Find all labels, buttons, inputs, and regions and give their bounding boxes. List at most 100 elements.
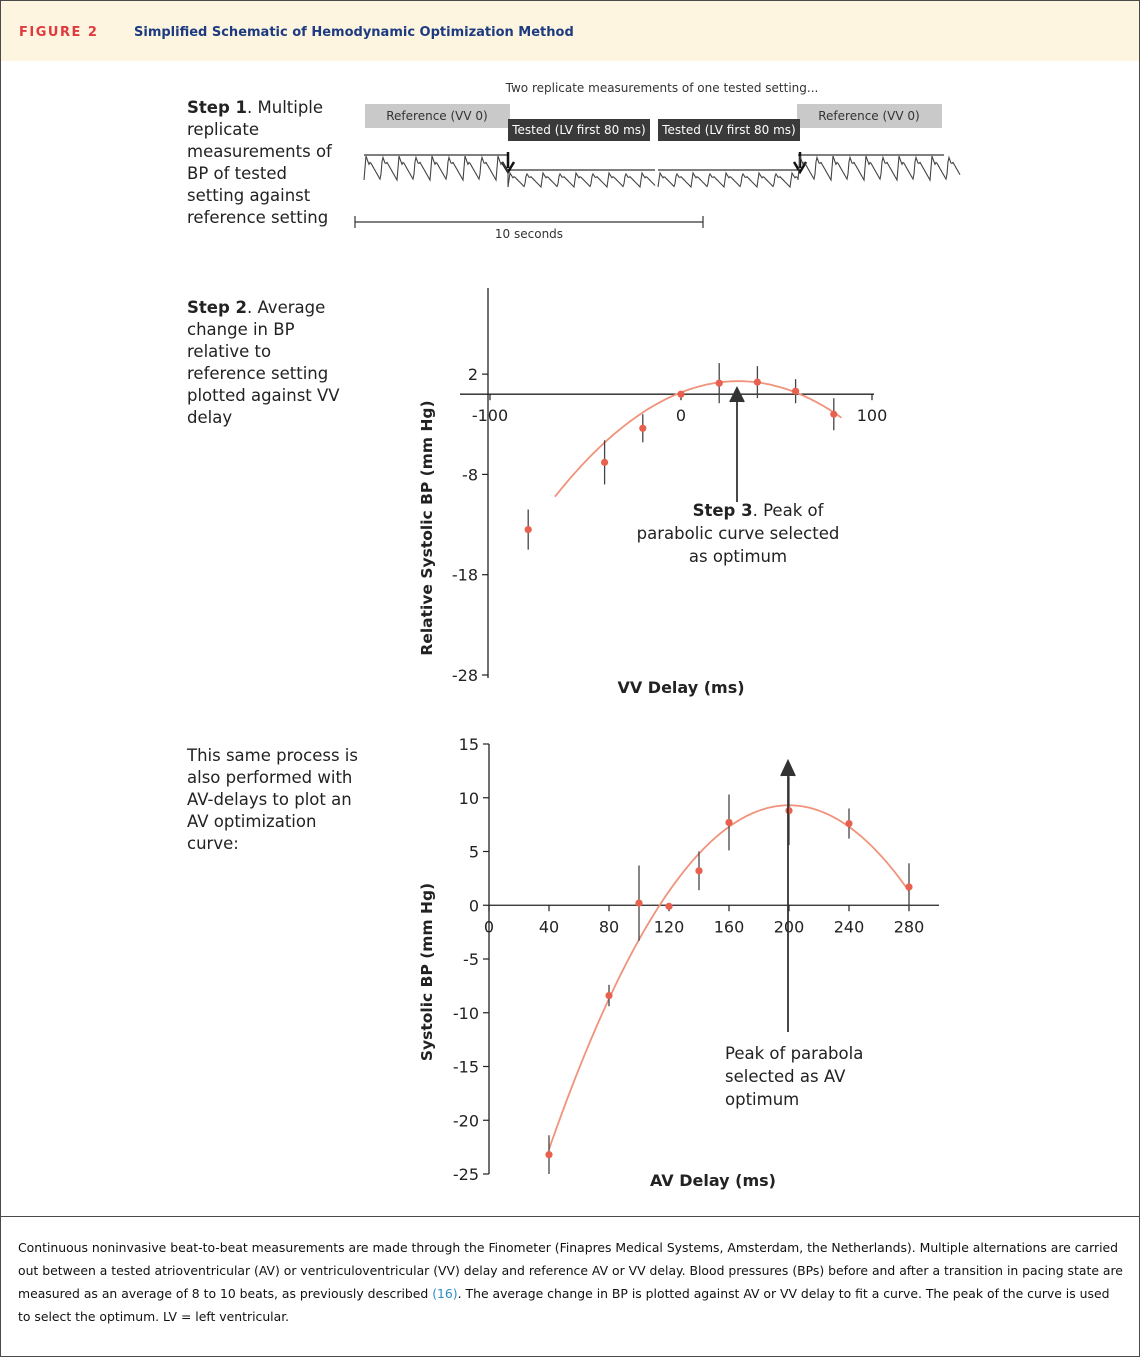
av-peak-note-line-1: Peak of parabola <box>725 1044 863 1063</box>
caption-text-1: Continuous noninvasive beat-to-beat meas… <box>18 1240 1123 1301</box>
step1-line-6: reference setting <box>187 208 329 227</box>
av-process-text: This same process is also performed with… <box>187 745 372 855</box>
bp-trace-line <box>363 155 961 189</box>
av-process-line-1: This same process is <box>187 746 358 765</box>
av-y-tick-label: 5 <box>469 843 479 862</box>
av-y-tick-label: -25 <box>453 1165 479 1184</box>
av-y-tick-label: -15 <box>453 1058 479 1077</box>
vv-y-tick-label: -18 <box>452 566 478 585</box>
av-data-point <box>635 899 643 907</box>
av-data-point <box>545 1151 553 1159</box>
step1-line-3: measurements of <box>187 142 332 161</box>
step2-text: Step 2. Average change in BP relative to… <box>187 297 372 429</box>
av-data-point <box>725 818 733 827</box>
av-tick-labels: 15 10 5 0 -5 -10 -15 -20 -25 0 40 80 120 160 200 240 280 <box>453 735 924 1184</box>
av-x-tick-label: 0 <box>484 917 494 936</box>
av-peak-note-line-2: selected as AV <box>725 1067 846 1086</box>
av-data-points <box>545 776 913 1174</box>
step2-line-3: relative to <box>187 342 272 361</box>
vv-data-point <box>792 387 800 395</box>
vv-data-point <box>715 379 723 387</box>
step1-line-2: replicate <box>187 120 260 139</box>
vv-axes <box>460 288 874 678</box>
av-y-tick-label: 15 <box>459 735 479 754</box>
vv-tick-labels: 2 -8 -18 -28 -100 0 100 <box>452 365 887 685</box>
caption-separator <box>0 1216 1140 1217</box>
figure-number: FIGURE 2 <box>19 25 99 40</box>
av-y-tick-label: -5 <box>463 950 479 969</box>
step3-line-2: parabolic curve selected <box>637 524 840 543</box>
av-y-tick-label: -20 <box>453 1111 479 1130</box>
tested-box-1 <box>508 119 650 141</box>
vv-data-point <box>601 458 609 466</box>
av-peak-note-line-3: optimum <box>725 1090 799 1109</box>
step3-line-3: as optimum <box>689 547 787 566</box>
caption-reference-link[interactable]: (16) <box>432 1286 458 1301</box>
vv-data-point <box>753 378 762 386</box>
trace-top-note: Two replicate measurements of one tested… <box>505 81 819 95</box>
vv-data-point <box>639 424 647 432</box>
vv-x-axis-label: VV Delay (ms) <box>617 678 744 697</box>
vv-y-tick-label: -8 <box>462 465 478 484</box>
time-scale-label: 10 seconds <box>495 227 563 241</box>
av-peak-arrow-up-icon <box>780 758 796 1032</box>
av-y-tick-label: 10 <box>459 789 479 808</box>
av-data-point <box>905 883 913 891</box>
step2-line-1: Step 2. Average <box>187 298 326 317</box>
step3-arrow-up-icon <box>729 385 745 502</box>
av-x-axis-label: AV Delay (ms) <box>650 1171 776 1190</box>
step1-line-4: BP of tested <box>187 164 287 183</box>
step1-text: Step 1. Multiple replicate measurements … <box>187 97 357 229</box>
av-axes <box>483 743 939 1175</box>
av-data-point <box>665 902 673 910</box>
figure-header: FIGURE 2 Simplified Schematic of Hemodyn… <box>1 1 1139 61</box>
av-x-tick-label: 240 <box>834 917 865 936</box>
vv-parabola-curve <box>554 380 842 498</box>
vv-optimization-chart: 2 -8 -18 -28 -100 0 100 VV Delay (ms) Relative… <box>418 288 887 697</box>
reference-label-right: Reference (VV 0) <box>818 109 919 123</box>
vv-x-tick-label: 100 <box>857 406 888 425</box>
av-y-axis-label: Systolic BP (mm Hg) <box>418 883 436 1061</box>
av-y-tick-label: 0 <box>469 896 479 915</box>
figure-title: Simplified Schematic of Hemodynamic Opti… <box>134 25 574 40</box>
trace-schematic: Two replicate measurements of one tested… <box>354 81 961 241</box>
reference-box-left <box>365 104 510 128</box>
av-x-tick-label: 80 <box>599 917 619 936</box>
vv-data-point <box>524 525 532 534</box>
reference-label-left: Reference (VV 0) <box>386 109 487 123</box>
figure-caption: Continuous noninvasive beat-to-beat meas… <box>18 1236 1123 1328</box>
step3-line-1: Step 3. Peak of <box>693 501 825 520</box>
av-process-line-2: also performed with <box>187 768 353 787</box>
step2-line-2: change in BP <box>187 320 295 339</box>
vv-y-axis-label: Relative Systolic BP (mm Hg) <box>418 400 436 655</box>
av-y-tick-label: -10 <box>453 1004 479 1023</box>
tested-box-2 <box>658 119 800 141</box>
step2-bold: Step 2 <box>187 298 247 317</box>
av-x-tick-label: 160 <box>714 917 745 936</box>
step1-bold: Step 1 <box>187 98 247 117</box>
step1-line-5: setting against <box>187 186 311 205</box>
caption-text-2: . The average change in BP is plotted ag… <box>18 1286 1110 1324</box>
tested-label-1: Tested (LV first 80 ms) <box>511 123 646 137</box>
vv-y-tick-label: 2 <box>468 365 478 384</box>
av-x-tick-label: 40 <box>539 917 559 936</box>
av-process-line-4: AV optimization <box>187 812 317 831</box>
step2-line-4: reference setting <box>187 364 329 383</box>
av-process-line-3: AV-delays to plot an <box>187 790 352 809</box>
av-data-point <box>605 991 613 1000</box>
step2-line-6: delay <box>187 408 233 427</box>
av-x-tick-label: 200 <box>774 917 805 936</box>
av-data-point <box>785 807 793 815</box>
av-data-point <box>845 819 853 828</box>
vv-x-tick-label: -100 <box>472 406 508 425</box>
vv-x-tick-label: 0 <box>676 406 686 425</box>
av-x-tick-label: 280 <box>894 917 925 936</box>
tested-label-2: Tested (LV first 80 ms) <box>661 123 796 137</box>
av-x-tick-label: 120 <box>654 917 685 936</box>
vv-data-point <box>677 390 685 398</box>
vv-data-point <box>830 410 838 418</box>
av-optimization-chart: 15 10 5 0 -5 -10 -15 -20 -25 0 40 80 120 160 200 240 280… <box>418 735 939 1190</box>
vv-data-points <box>524 363 838 550</box>
av-process-line-5: curve: <box>187 834 239 853</box>
